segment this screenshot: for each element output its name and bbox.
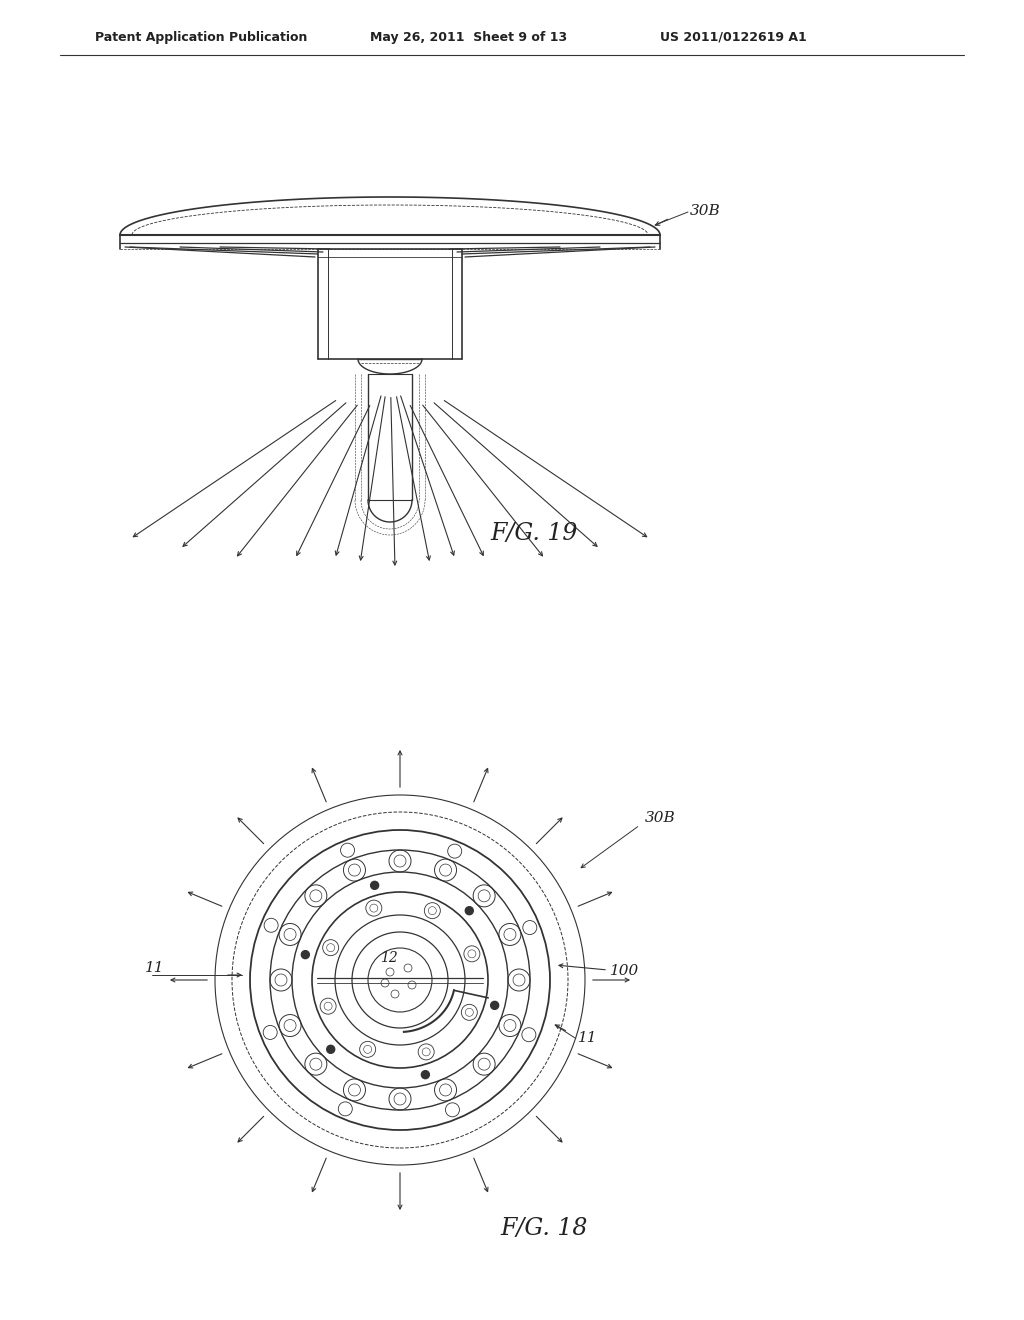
Text: May 26, 2011  Sheet 9 of 13: May 26, 2011 Sheet 9 of 13 [370, 30, 567, 44]
Circle shape [421, 1071, 429, 1078]
Text: 100: 100 [610, 964, 639, 978]
Circle shape [301, 950, 309, 958]
Text: 30B: 30B [690, 205, 721, 218]
Text: 11: 11 [145, 961, 165, 975]
Text: 11: 11 [578, 1031, 597, 1045]
Circle shape [465, 907, 473, 915]
Text: F/G. 19: F/G. 19 [490, 521, 578, 545]
Text: 12: 12 [380, 950, 397, 965]
Text: Patent Application Publication: Patent Application Publication [95, 30, 307, 44]
Circle shape [371, 882, 379, 890]
Circle shape [490, 1002, 499, 1010]
Text: F/G. 18: F/G. 18 [500, 1217, 588, 1239]
Circle shape [327, 1045, 335, 1053]
Text: US 2011/0122619 A1: US 2011/0122619 A1 [660, 30, 807, 44]
Text: 30B: 30B [645, 810, 676, 825]
